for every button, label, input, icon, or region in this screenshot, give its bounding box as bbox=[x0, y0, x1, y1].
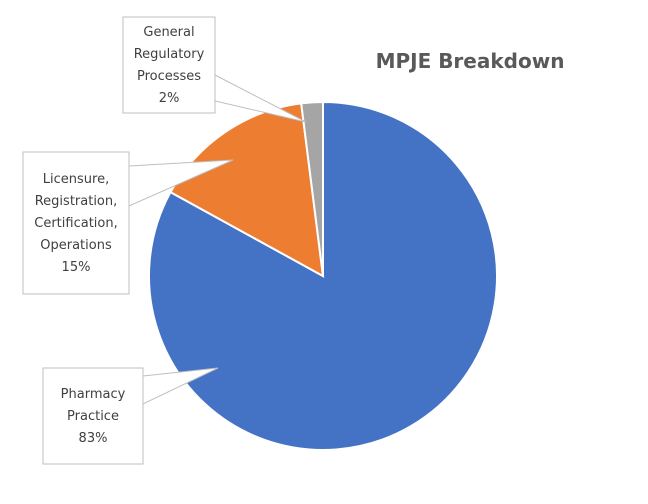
callout-box-3 bbox=[122, 16, 216, 114]
data-label-2: Licensure, Registration, Certification, Ope… bbox=[34, 172, 117, 275]
callout-box-2 bbox=[22, 151, 130, 295]
chart-title: MPJE Breakdown bbox=[376, 49, 565, 73]
data-label-2-line-4: Operations bbox=[40, 238, 112, 253]
data-label-1: Pharmacy Practice 83% bbox=[61, 387, 126, 446]
data-label-1-line-3: 83% bbox=[79, 431, 108, 446]
callouts-layer: Pharmacy Practice 83% Licensure, Registratio… bbox=[22, 16, 216, 465]
data-label-1-line-1: Pharmacy bbox=[61, 387, 126, 402]
data-label-2-line-5: 15% bbox=[62, 260, 91, 275]
slices-layer bbox=[147, 100, 498, 451]
pie-slice-3 bbox=[300, 100, 324, 277]
data-label-3-line-3: Processes bbox=[137, 69, 201, 84]
data-label-2-line-2: Registration, bbox=[35, 194, 118, 209]
data-label-2-line-3: Certification, bbox=[34, 216, 117, 231]
data-label-3-line-4: 2% bbox=[159, 91, 180, 106]
data-label-3: General Regulatory Processes 2% bbox=[134, 25, 205, 106]
data-label-3-line-2: Regulatory bbox=[134, 47, 205, 62]
data-label-3-line-1: General bbox=[143, 25, 194, 40]
data-label-2-line-1: Licensure, bbox=[43, 172, 109, 187]
data-label-1-line-2: Practice bbox=[67, 409, 119, 424]
callout-box-1 bbox=[42, 367, 144, 465]
